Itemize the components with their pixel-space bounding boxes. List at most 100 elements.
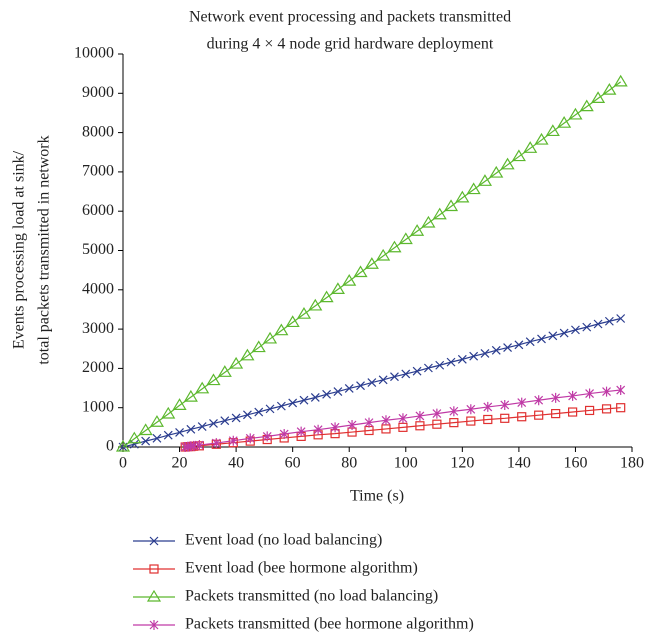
data-point bbox=[344, 384, 354, 393]
data-point bbox=[211, 438, 221, 449]
data-point bbox=[175, 428, 184, 437]
data-point bbox=[415, 410, 425, 421]
data-point bbox=[376, 248, 391, 261]
data-point bbox=[415, 421, 425, 431]
data-point bbox=[503, 343, 513, 352]
data-point bbox=[557, 116, 572, 128]
data-point bbox=[240, 348, 255, 361]
data-point bbox=[604, 316, 614, 326]
data-point bbox=[449, 406, 459, 417]
x-axis-label: Time (s) bbox=[350, 488, 404, 505]
data-point bbox=[228, 435, 238, 446]
data-point bbox=[138, 423, 153, 436]
data-point bbox=[534, 395, 544, 406]
data-point bbox=[285, 315, 300, 328]
legend-label: Event load (no load balancing) bbox=[185, 532, 382, 549]
data-point bbox=[296, 306, 312, 319]
x-tick-label: 160 bbox=[563, 455, 587, 472]
data-point bbox=[163, 430, 173, 440]
data-point bbox=[206, 373, 221, 386]
data-point bbox=[568, 107, 583, 120]
x-tick-label: 60 bbox=[285, 455, 301, 472]
data-point bbox=[582, 322, 592, 332]
y-tick-label: 2000 bbox=[82, 359, 114, 376]
legend-label: Event load (bee hormone algorithm) bbox=[185, 560, 418, 577]
y-tick-label: 3000 bbox=[82, 320, 114, 337]
y-tick-label: 9000 bbox=[82, 84, 114, 101]
data-point bbox=[601, 404, 612, 414]
data-point bbox=[401, 369, 411, 379]
data-point bbox=[231, 413, 241, 423]
data-point bbox=[265, 404, 275, 414]
x-tick-label: 180 bbox=[620, 455, 644, 472]
y-axis-label: Events processing load at sink/ bbox=[11, 150, 28, 349]
data-point bbox=[310, 393, 320, 402]
data-point bbox=[523, 141, 538, 153]
data-point bbox=[194, 440, 204, 451]
data-point bbox=[483, 401, 493, 412]
data-point bbox=[333, 387, 343, 397]
data-point bbox=[262, 331, 278, 344]
data-point bbox=[551, 392, 561, 403]
data-point bbox=[483, 414, 493, 425]
data-point bbox=[616, 314, 626, 323]
data-point bbox=[517, 412, 527, 422]
data-point bbox=[616, 385, 626, 396]
data-point bbox=[568, 407, 578, 417]
data-point bbox=[500, 413, 510, 423]
y-tick-label: 0 bbox=[106, 438, 114, 455]
data-point bbox=[197, 422, 207, 431]
data-point bbox=[322, 389, 332, 399]
data-point bbox=[579, 99, 594, 112]
legend-marker bbox=[149, 564, 159, 574]
data-point bbox=[591, 91, 606, 104]
data-point bbox=[279, 429, 289, 440]
data-point bbox=[367, 378, 377, 387]
data-point bbox=[593, 319, 603, 329]
data-point bbox=[616, 403, 626, 413]
data-point bbox=[115, 439, 131, 452]
y-tick-label: 1000 bbox=[82, 398, 114, 415]
x-tick-label: 100 bbox=[394, 455, 418, 472]
data-point bbox=[432, 408, 442, 419]
legend-marker bbox=[146, 589, 162, 602]
data-point bbox=[229, 356, 244, 369]
data-point bbox=[129, 439, 139, 449]
data-point bbox=[517, 397, 527, 408]
x-tick-label: 140 bbox=[507, 455, 531, 472]
data-point bbox=[514, 340, 524, 350]
data-point bbox=[308, 298, 323, 311]
series-line bbox=[185, 389, 621, 448]
legend-label: Packets transmitted (no load balancing) bbox=[185, 588, 438, 605]
data-point bbox=[274, 323, 289, 336]
data-point bbox=[585, 388, 595, 399]
data-point bbox=[217, 365, 232, 377]
y-axis-label: total packets transmitted in network bbox=[36, 135, 53, 364]
data-point bbox=[571, 325, 580, 335]
data-point bbox=[330, 422, 340, 433]
data-point bbox=[364, 417, 374, 428]
data-point bbox=[195, 381, 210, 394]
data-point bbox=[537, 334, 546, 344]
x-tick-label: 20 bbox=[172, 455, 188, 472]
series-line bbox=[185, 407, 621, 448]
data-point bbox=[443, 199, 459, 212]
data-point bbox=[141, 436, 151, 446]
data-point bbox=[183, 389, 198, 402]
data-point bbox=[378, 375, 388, 385]
data-point bbox=[347, 419, 357, 430]
data-point bbox=[446, 357, 456, 367]
data-point bbox=[353, 265, 368, 278]
y-tick-label: 5000 bbox=[82, 241, 114, 258]
data-point bbox=[299, 395, 309, 405]
data-point bbox=[398, 422, 408, 432]
data-point bbox=[469, 351, 479, 361]
legend-label: Packets transmitted (bee hormone algorit… bbox=[185, 616, 474, 633]
data-point bbox=[455, 190, 470, 203]
x-tick-label: 80 bbox=[341, 455, 357, 472]
data-point bbox=[432, 207, 447, 220]
data-point bbox=[466, 182, 481, 195]
data-point bbox=[525, 337, 535, 347]
data-point bbox=[511, 149, 526, 162]
